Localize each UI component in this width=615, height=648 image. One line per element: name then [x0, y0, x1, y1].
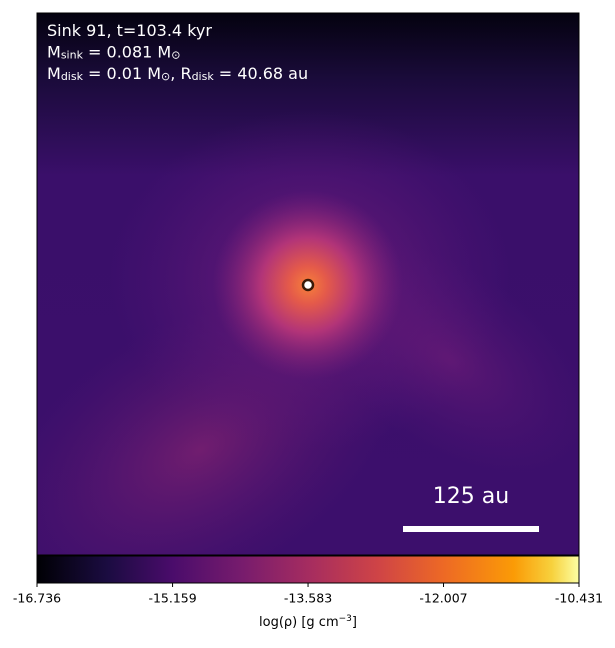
density-map: [37, 13, 579, 555]
label-part: log(ρ) [g cm: [259, 615, 339, 630]
subscript: disk: [192, 70, 215, 83]
annotation-part: = 40.68 au: [214, 64, 308, 83]
axes-frame: [36, 12, 580, 556]
annotation: Msink = 0.081 M⊙: [47, 42, 180, 61]
colorbar: [36, 555, 580, 584]
annotation-part: = 0.081 M: [83, 42, 171, 61]
subscript: disk: [61, 70, 84, 83]
label-part: ]: [352, 615, 357, 630]
subscript: ⊙: [161, 70, 170, 83]
colorbar-ticks: -16.736 -15.159 -13.583 -12.007 -10.431: [13, 583, 603, 606]
tick-label: -10.431: [555, 591, 603, 606]
tick-label: -13.583: [284, 591, 332, 606]
tick-label: -15.159: [148, 591, 196, 606]
annotation-part: M: [47, 64, 61, 83]
colorbar-label: log(ρ) [g cm−3]: [259, 614, 357, 630]
annotation: Sink 91, t=103.4 kyr: [47, 21, 212, 40]
tick-label: -12.007: [419, 591, 467, 606]
scale-bar-label: 125 au: [433, 484, 509, 509]
annotation-part: M: [47, 42, 61, 61]
sink-marker: [301, 278, 315, 292]
subscript: sink: [61, 48, 84, 61]
annotation: Mdisk = 0.01 M⊙, Rdisk = 40.68 au: [47, 64, 308, 83]
superscript: −3: [339, 614, 352, 624]
annotation-part: Sink 91, t=103.4 kyr: [47, 21, 212, 40]
subscript: ⊙: [171, 48, 180, 61]
annotation-part: = 0.01 M: [83, 64, 161, 83]
annotation-part: , R: [170, 64, 191, 83]
tick-label: -16.736: [13, 591, 61, 606]
